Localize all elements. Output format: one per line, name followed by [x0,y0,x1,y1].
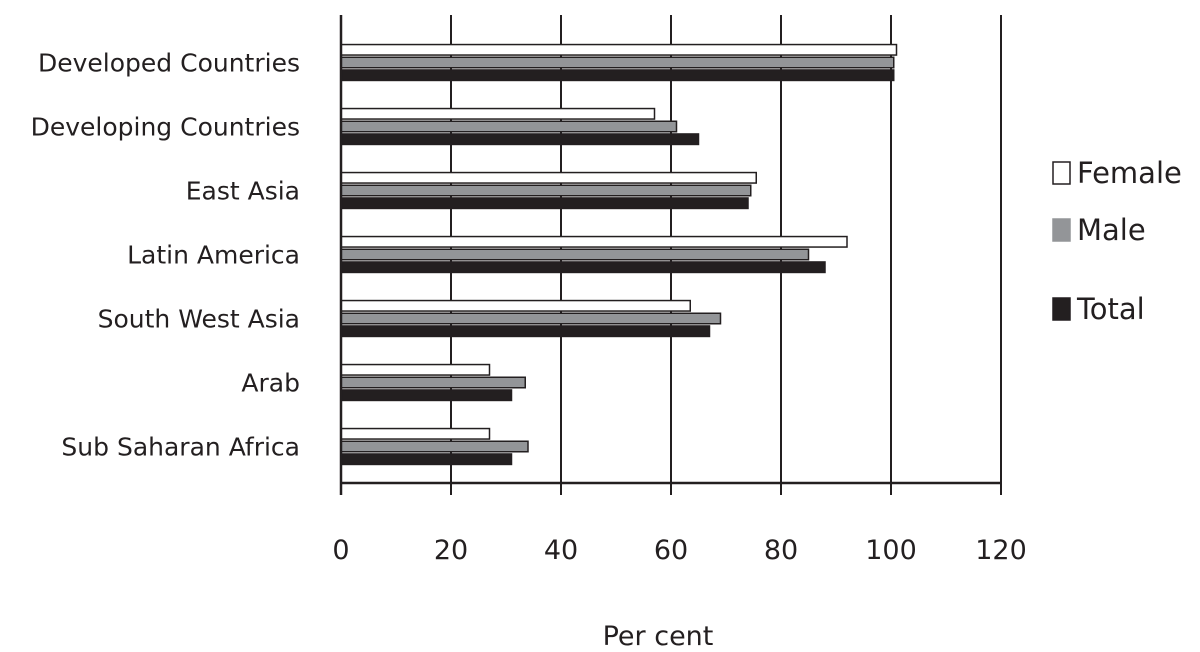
legend-swatch-total [1052,297,1071,321]
bar-total-0 [340,69,895,82]
legend-swatch-female [1052,161,1071,185]
category-label: South West Asia [98,305,300,334]
legend: Female Male Total [1052,156,1182,326]
x-tick-label-0: 0 [332,535,349,566]
x-tick-label-80: 80 [764,535,798,566]
x-tick-label-40: 40 [544,535,578,566]
bar-total-4 [340,325,711,338]
x-tick-label-120: 120 [975,535,1027,566]
bar-female-4 [340,299,691,312]
bars [340,43,898,466]
bar-male-4 [340,312,722,325]
legend-label-female: Female [1077,156,1182,190]
category-label: Latin America [127,241,300,270]
bar-total-3 [340,261,826,274]
legend-label-total: Total [1076,292,1145,326]
bar-female-2 [340,171,757,184]
category-label: Developed Countries [38,49,300,78]
legend-swatch-male [1052,218,1071,242]
bar-female-0 [340,43,898,56]
category-label: Arab [241,369,300,398]
bar-total-2 [340,197,749,210]
category-label: Developing Countries [31,113,300,142]
bar-female-3 [340,235,848,248]
x-tick-label-60: 60 [654,535,688,566]
bar-total-5 [340,389,513,402]
category-label: Sub Saharan Africa [61,433,300,462]
x-axis-title: Per cent [603,621,714,652]
category-label: East Asia [186,177,300,206]
legend-label-male: Male [1077,213,1146,247]
x-tick-label-100: 100 [865,535,917,566]
bar-male-2 [340,184,752,197]
bar-total-1 [340,133,700,146]
bar-male-3 [340,248,810,261]
bar-total-6 [340,453,513,466]
category-labels: Developed Countries Developing Countries E… [31,49,300,462]
bar-male-0 [340,56,895,69]
bar-female-6 [340,427,491,440]
bar-male-1 [340,120,678,133]
x-tick-labels: 0 20 40 60 80 100 120 [332,535,1026,566]
bar-female-5 [340,363,491,376]
bar-female-1 [340,107,656,120]
x-tick-label-20: 20 [434,535,468,566]
bar-male-5 [340,376,526,389]
bar-male-6 [340,440,529,453]
axes [339,15,1002,495]
